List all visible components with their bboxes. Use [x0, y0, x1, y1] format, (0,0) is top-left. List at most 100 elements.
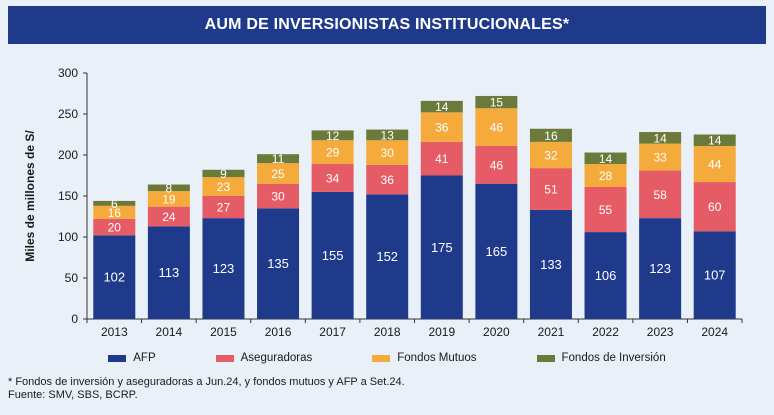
legend-label-aseguradoras: Aseguradoras: [240, 352, 313, 364]
data-label: 14: [435, 100, 449, 114]
bar-segment: [93, 200, 136, 206]
data-label: 123: [213, 261, 235, 276]
data-label: 9: [220, 167, 227, 181]
legend-item-afp: AFP: [108, 352, 156, 364]
bar-segment: [366, 194, 409, 319]
bar-segment: [529, 141, 572, 169]
x-tick-label: 2016: [265, 325, 292, 339]
bar-segment: [257, 183, 300, 209]
legend-item-aseguradoras: Aseguradoras: [215, 352, 313, 364]
bar-segment: [202, 177, 245, 196]
bar-segment: [93, 205, 136, 219]
data-label: 60: [708, 200, 722, 214]
bar-segment: [311, 191, 354, 319]
bar-segment: [147, 184, 190, 192]
bar-segment: [93, 235, 136, 319]
bar-segment: [202, 218, 245, 319]
bar-segment: [420, 141, 463, 176]
x-tick-label: 2023: [647, 325, 674, 339]
data-label: 41: [435, 152, 449, 166]
bar-segment: [366, 164, 409, 195]
bar-segment: [584, 186, 627, 233]
bar-segment: [639, 218, 682, 319]
bar-segment: [147, 226, 190, 319]
footnote-note: * Fondos de inversión y aseguradoras a J…: [8, 376, 405, 388]
legend-swatch-fondos-mutuos: [372, 354, 391, 362]
data-label: 113: [159, 265, 180, 280]
y-tick-label: 300: [58, 66, 78, 80]
data-label: 24: [162, 210, 176, 224]
bar-segment: [311, 130, 354, 141]
footnote: * Fondos de inversión y aseguradoras a J…: [8, 376, 405, 402]
data-label: 33: [653, 151, 667, 165]
x-tick-label: 2018: [374, 325, 401, 339]
bar-segment: [475, 108, 518, 146]
data-label: 15: [490, 96, 504, 110]
footnote-source: Fuente: SMV, SBS, BCRP.: [8, 389, 138, 401]
data-label: 36: [435, 121, 449, 135]
data-label: 102: [103, 270, 125, 285]
y-tick-label: 250: [58, 107, 78, 121]
bar-segment: [584, 164, 627, 187]
bar-segment: [475, 145, 518, 184]
y-axis-title: Miles de millones de S/: [23, 130, 37, 262]
bar-segment: [693, 231, 736, 319]
bar-segment: [529, 128, 572, 142]
x-tick-label: 2022: [592, 325, 619, 339]
data-label: 30: [381, 146, 395, 160]
x-tick-label: 2024: [701, 325, 728, 339]
bar-segment: [311, 164, 354, 192]
bar-segment: [420, 100, 463, 113]
stacked-bar-chart: 0 50 100 150 200 250 300 Miles de millones de S…: [23, 66, 743, 339]
data-label: 46: [490, 121, 504, 135]
bar-segment: [529, 168, 572, 210]
bar-segment: [366, 129, 409, 141]
bar-segment: [639, 170, 682, 219]
data-label: 14: [599, 152, 613, 166]
data-label: 46: [490, 158, 504, 172]
data-label: 36: [381, 173, 395, 187]
legend-item-fondos-mutuos: Fondos Mutuos: [372, 352, 477, 364]
data-label: 165: [486, 244, 508, 259]
data-label: 123: [649, 261, 671, 276]
bar-segment: [693, 134, 736, 146]
bar-segment: [584, 232, 627, 319]
bar-segment: [202, 169, 245, 178]
y-tick-label: 200: [58, 148, 78, 162]
data-label: 14: [708, 134, 722, 148]
x-tick-label: 2013: [101, 325, 128, 339]
data-label: 135: [267, 256, 289, 271]
x-tick-label: 2015: [210, 325, 237, 339]
x-tick-label: 2017: [319, 325, 346, 339]
data-label: 29: [326, 146, 340, 160]
bar-segment: [639, 143, 682, 171]
data-label: 23: [217, 180, 231, 194]
data-label: 19: [162, 192, 176, 206]
chart-title: AUM DE INVERSIONISTAS INSTITUCIONALES*: [8, 6, 766, 44]
x-tick-label: 2014: [156, 325, 183, 339]
data-label: 58: [653, 188, 667, 202]
data-label: 44: [708, 158, 722, 172]
data-label: 155: [322, 248, 344, 263]
bar-segment: [420, 175, 463, 319]
y-tick-label: 100: [58, 230, 78, 244]
data-label: 106: [595, 268, 617, 283]
bar-segment: [257, 154, 300, 164]
y-tick-label: 50: [65, 271, 79, 285]
data-label: 6: [111, 197, 118, 211]
data-label: 107: [704, 268, 726, 283]
bar-segment: [584, 152, 627, 165]
data-label: 32: [544, 149, 558, 163]
legend-swatch-fondos-inversion: [536, 354, 555, 362]
legend-label-fondos-mutuos: Fondos Mutuos: [397, 352, 477, 364]
data-label: 16: [544, 129, 558, 143]
bar-segment: [202, 196, 245, 219]
data-label: 30: [271, 190, 285, 204]
bar-segment: [693, 145, 736, 183]
bar-segment: [311, 140, 354, 165]
data-label: 51: [544, 183, 558, 197]
legend: AFP Aseguradoras Fondos Mutuos Fondos de…: [0, 352, 774, 364]
data-label: 55: [599, 203, 613, 217]
data-label: 34: [326, 171, 340, 185]
data-label: 14: [653, 131, 667, 145]
